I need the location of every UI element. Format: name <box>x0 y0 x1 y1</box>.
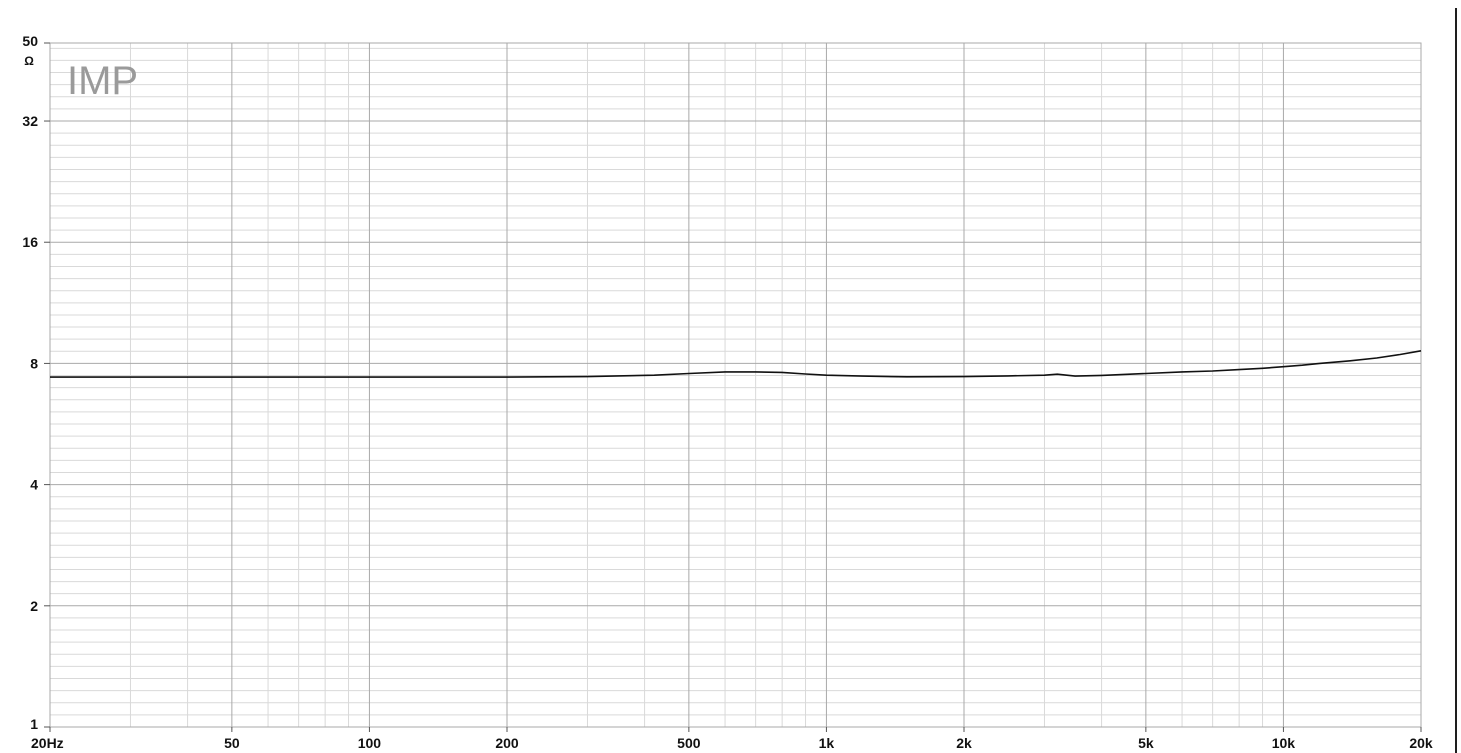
y-tick-label: 2 <box>30 598 38 614</box>
x-tick-label: 10k <box>1272 735 1296 751</box>
x-tick-label: 20Hz <box>31 735 64 751</box>
x-tick-label: 20k <box>1409 735 1433 751</box>
x-tick-label: 50 <box>224 735 240 751</box>
axis-ticks <box>44 42 1422 732</box>
y-axis-unit: Ω <box>24 54 34 68</box>
y-tick-label: 1 <box>30 716 38 732</box>
x-axis-labels: 20Hz 50 100 200 500 1k 2k 5k 10k 20k <box>31 735 1433 751</box>
y-tick-label: 50 <box>22 33 38 49</box>
plot-frame <box>49 42 1422 728</box>
impedance-series-line <box>50 350 1422 378</box>
chart-title: IMP <box>67 59 138 103</box>
y-tick-label: 4 <box>30 477 38 493</box>
y-tick-label: 16 <box>22 234 38 250</box>
window-right-edge <box>1455 8 1457 753</box>
y-tick-label: 32 <box>22 113 38 129</box>
minor-grid <box>50 43 1421 728</box>
x-tick-label: 1k <box>819 735 835 751</box>
y-tick-label: 8 <box>30 355 38 371</box>
x-tick-label: 500 <box>677 735 701 751</box>
x-tick-label: 2k <box>956 735 972 751</box>
y-axis-labels: 1 2 4 8 16 32 50 <box>22 33 38 732</box>
x-tick-label: 100 <box>358 735 382 751</box>
x-tick-label: 200 <box>495 735 519 751</box>
x-tick-label: 5k <box>1138 735 1154 751</box>
